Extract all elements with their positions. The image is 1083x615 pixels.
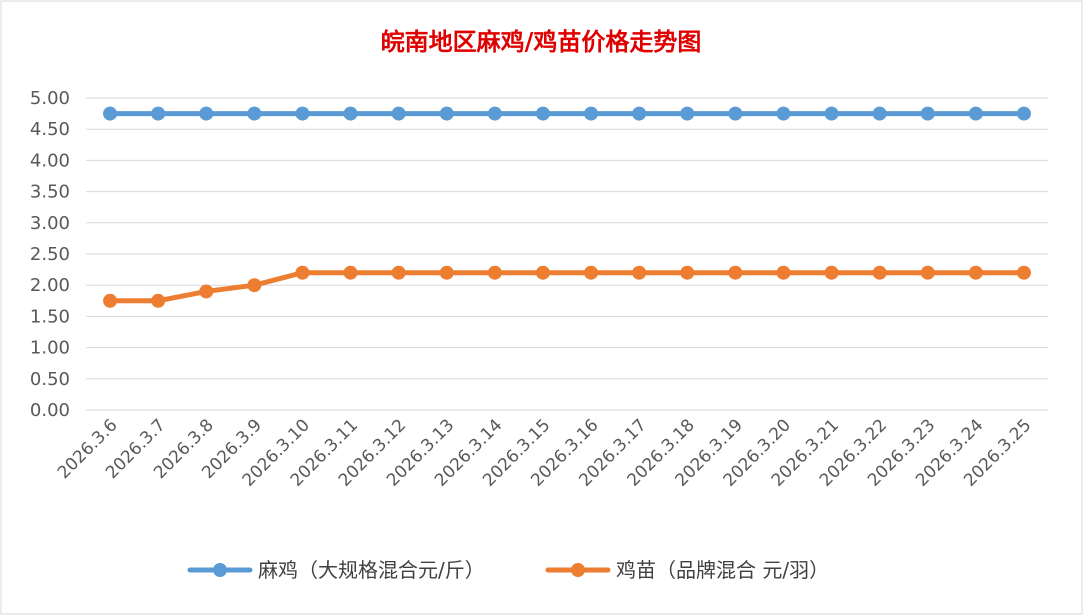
series-layer bbox=[103, 106, 1031, 308]
series-0-point bbox=[247, 106, 262, 121]
series-1-point bbox=[632, 265, 647, 280]
legend-swatch-marker bbox=[571, 563, 585, 577]
series-1-point bbox=[199, 284, 214, 299]
series-1-point bbox=[439, 265, 454, 280]
series-0-point bbox=[391, 106, 406, 121]
series-0-point bbox=[535, 106, 550, 121]
series-1-point bbox=[776, 265, 791, 280]
series-0-point bbox=[343, 106, 358, 121]
series-0-point bbox=[968, 106, 983, 121]
y-axis-ticks: 0.00 0.50 1.00 1.50 2.00 2.50 3.00 3.50 4.00 4.50… bbox=[30, 88, 70, 421]
chart-title: 皖南地区麻鸡/鸡苗价格走势图 bbox=[381, 27, 702, 56]
series-1-point bbox=[535, 265, 550, 280]
series-0-point bbox=[487, 106, 502, 121]
series-1-point bbox=[295, 265, 310, 280]
series-0-point bbox=[728, 106, 743, 121]
series-1-point bbox=[872, 265, 887, 280]
y-tick-label: 2.00 bbox=[30, 275, 70, 296]
series-0-point bbox=[151, 106, 166, 121]
legend-swatch-marker bbox=[213, 563, 227, 577]
series-1-point bbox=[151, 293, 166, 308]
y-tick-label: 0.00 bbox=[30, 400, 70, 421]
legend: 麻鸡（大规格混合元/斤） 鸡苗（品牌混合 元/羽） bbox=[187, 558, 829, 582]
series-1-point bbox=[1016, 265, 1031, 280]
series-0-point bbox=[680, 106, 695, 121]
y-tick-label: 3.00 bbox=[30, 213, 70, 234]
series-0-point bbox=[824, 106, 839, 121]
series-1-point bbox=[247, 278, 262, 293]
series-line-1 bbox=[107, 270, 1027, 304]
series-1-point bbox=[487, 265, 502, 280]
y-tick-label: 3.50 bbox=[30, 182, 70, 203]
series-0-point bbox=[632, 106, 647, 121]
y-tick-label: 4.00 bbox=[30, 150, 70, 171]
series-0-point bbox=[199, 106, 214, 121]
series-1-point bbox=[584, 265, 599, 280]
legend-label: 麻鸡（大规格混合元/斤） bbox=[258, 558, 485, 582]
y-tick-label: 5.00 bbox=[30, 88, 70, 109]
series-0-point bbox=[103, 106, 118, 121]
series-0-point bbox=[920, 106, 935, 121]
series-1-point bbox=[920, 265, 935, 280]
series-1-point bbox=[680, 265, 695, 280]
series-1-point bbox=[728, 265, 743, 280]
series-0-point bbox=[295, 106, 310, 121]
series-1-point bbox=[103, 293, 118, 308]
y-tick-label: 1.50 bbox=[30, 306, 70, 327]
gridlines bbox=[86, 97, 1048, 411]
y-tick-label: 4.50 bbox=[30, 119, 70, 140]
legend-label: 鸡苗（品牌混合 元/羽） bbox=[616, 558, 829, 582]
series-0-point bbox=[872, 106, 887, 121]
series-0-point bbox=[584, 106, 599, 121]
series-1-point bbox=[824, 265, 839, 280]
y-tick-label: 2.50 bbox=[30, 244, 70, 265]
series-1-point bbox=[391, 265, 406, 280]
y-tick-label: 1.00 bbox=[30, 338, 70, 359]
series-0-point bbox=[776, 106, 791, 121]
series-1-point bbox=[968, 265, 983, 280]
series-1-point bbox=[343, 265, 358, 280]
y-tick-label: 0.50 bbox=[30, 369, 70, 390]
series-0-point bbox=[1016, 106, 1031, 121]
series-0-point bbox=[439, 106, 454, 121]
